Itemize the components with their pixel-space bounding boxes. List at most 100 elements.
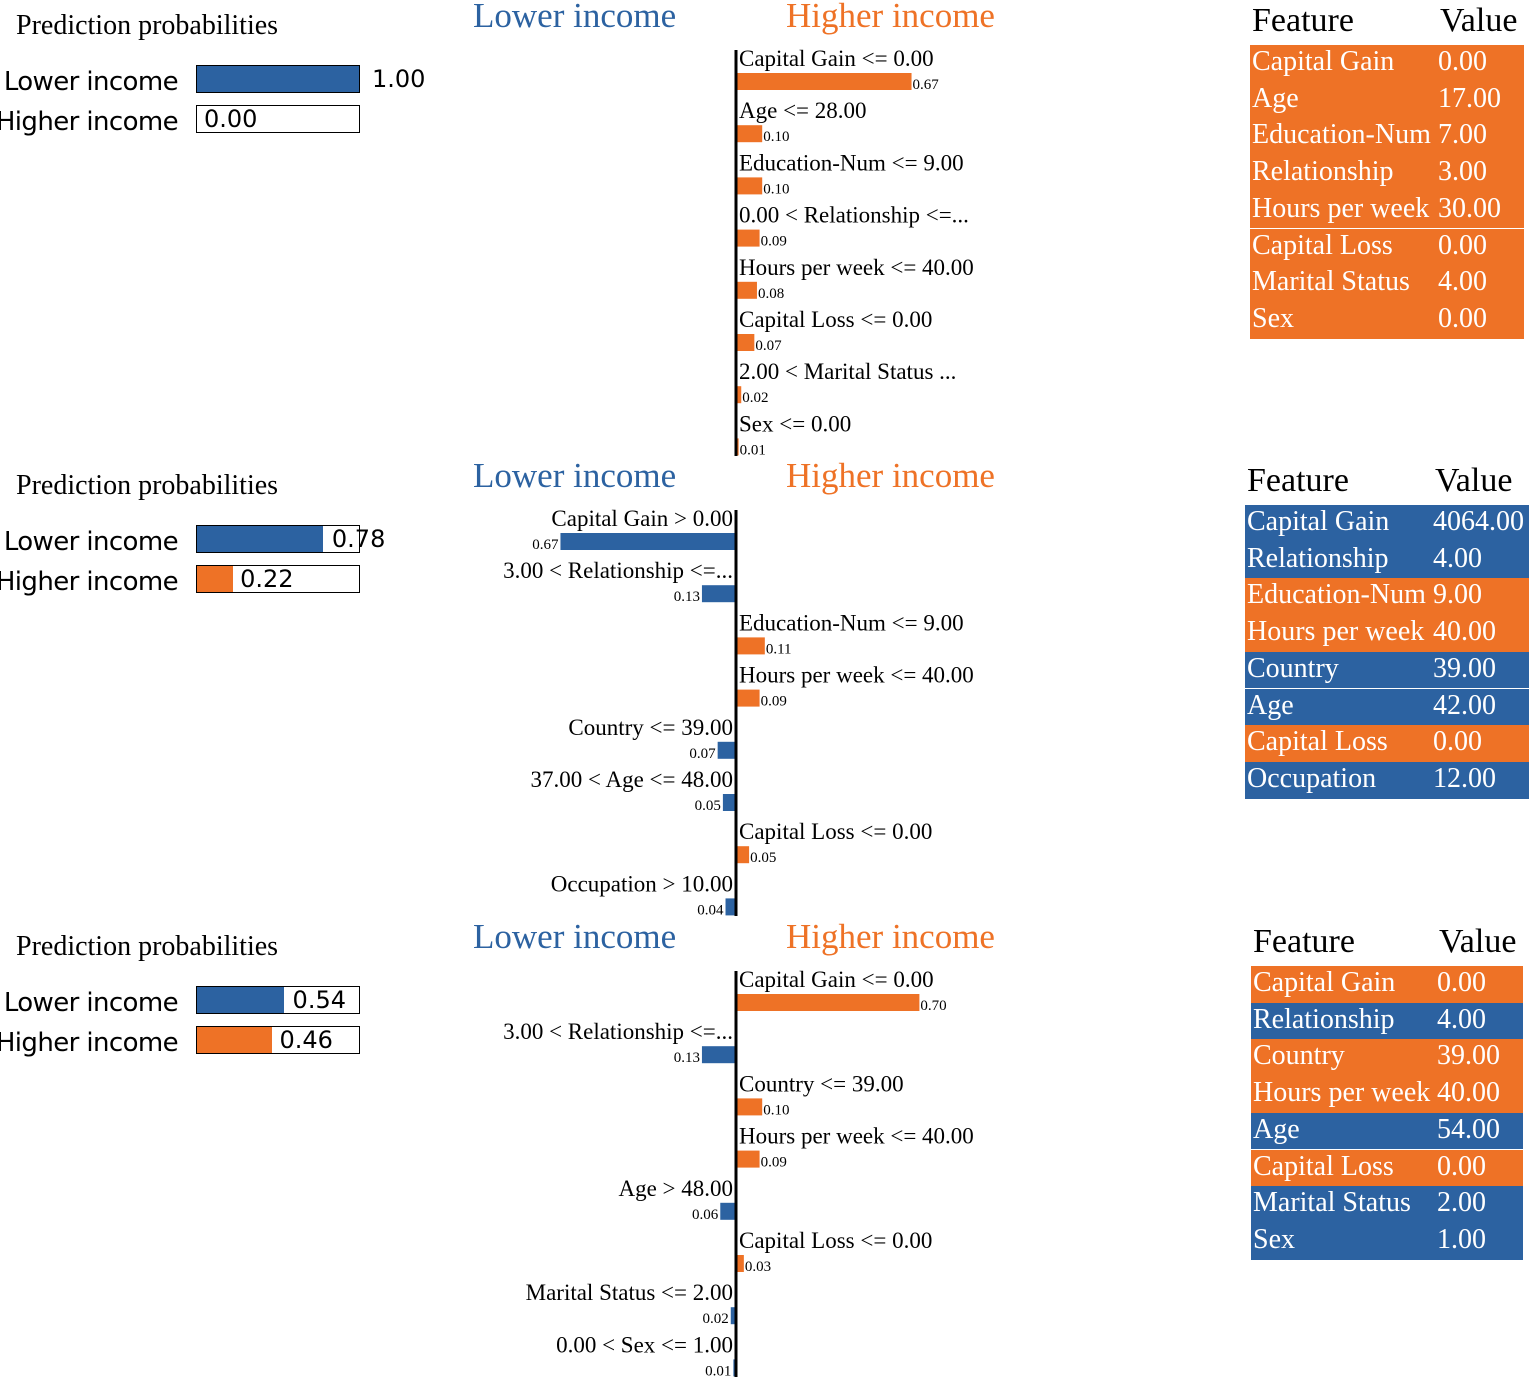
feature-weights-chart: Capital Gain <= 0.00 0.67 Age <= 28.00 0.10… — [734, 46, 974, 458]
feature-condition-label: Hours per week <= 40.00 — [739, 255, 974, 280]
table-value-cell: 40.00 — [1437, 1077, 1500, 1109]
feature-weight-value: 0.13 — [674, 1050, 700, 1066]
feature-weight-value: 0.01 — [740, 442, 766, 458]
probability-row: Higher income 0.22 — [0, 565, 1540, 597]
table-feature-cell: Relationship — [1252, 156, 1394, 188]
higher-income-header: Higher income — [786, 456, 995, 495]
probability-row: Higher income 0.46 — [0, 1026, 1540, 1058]
table-feature-cell: Capital Loss — [1253, 1150, 1394, 1182]
table-value-cell: 54.00 — [1437, 1113, 1500, 1145]
table-value-cell: 4.00 — [1438, 266, 1487, 298]
table-row: Capital Gain 0.00 — [1251, 966, 1523, 1003]
table-header-value: Value — [1435, 462, 1513, 499]
feature-weight-value: 0.02 — [703, 1311, 729, 1327]
feature-weight-bar — [736, 1255, 744, 1272]
feature-weight-value: 0.05 — [695, 798, 721, 814]
prediction-probabilities-title: Prediction probabilities — [16, 931, 279, 962]
feature-weight-bar — [736, 73, 912, 90]
table-value-cell: 4064.00 — [1433, 506, 1524, 537]
table-row: Education-Num 7.00 — [1250, 118, 1524, 156]
table-value-cell: 0.00 — [1438, 46, 1487, 77]
feature-weight-bar — [701, 1046, 736, 1064]
feature-weight-value: 0.10 — [763, 1102, 789, 1118]
feature-weight-bar — [736, 689, 760, 707]
explanation-panel: Prediction probabilities Lower income 1.00… — [0, 0, 1540, 460]
table-row: Capital Loss 0.00 — [1251, 1149, 1523, 1187]
table-value-cell: 7.00 — [1438, 119, 1487, 151]
probability-bar-fill — [197, 987, 285, 1013]
feature-weight-bar — [736, 637, 765, 655]
feature-weight-value: 0.05 — [750, 850, 776, 866]
table-value-cell: 9.00 — [1433, 579, 1482, 611]
probability-value: 0.46 — [279, 1026, 333, 1054]
probability-row: Higher income 0.00 — [0, 105, 1540, 137]
feature-condition-label: Education-Num <= 9.00 — [739, 610, 964, 635]
feature-condition-label: Capital Gain <= 0.00 — [739, 46, 934, 71]
probability-label: Lower income — [3, 527, 179, 557]
table-value-cell: 30.00 — [1438, 192, 1501, 224]
feature-condition-label: Sex <= 0.00 — [739, 411, 851, 436]
probability-bar-fill — [197, 526, 324, 552]
feature-weight-value: 0.06 — [692, 1207, 719, 1223]
feature-weight-value: 0.09 — [761, 1155, 787, 1171]
feature-condition-label: Capital Loss <= 0.00 — [739, 1228, 932, 1253]
feature-value-table: Feature Value Capital Gain 0.00 Age 17.00 Educ… — [1250, 2, 1524, 342]
table-row: Marital Status 2.00 — [1251, 1186, 1523, 1223]
probability-bar — [196, 565, 360, 593]
probability-value: 0.78 — [331, 525, 386, 553]
lower-income-header: Lower income — [473, 917, 677, 956]
table-feature-cell: Capital Gain — [1247, 506, 1390, 537]
table-feature-cell: Marital Status — [1253, 1187, 1411, 1219]
table-value-cell: 40.00 — [1433, 616, 1496, 648]
probability-label: Lower income — [3, 988, 179, 1018]
table-feature-cell: Capital Loss — [1247, 726, 1388, 758]
feature-condition-label: 2.00 < Marital Status ... — [739, 359, 956, 384]
probability-row: Lower income 1.00 — [0, 65, 1540, 97]
table-row: Age 54.00 — [1251, 1112, 1523, 1150]
table-feature-cell: Marital Status — [1252, 266, 1410, 298]
table-header-value: Value — [1440, 2, 1518, 39]
table-header-feature: Feature — [1247, 462, 1349, 499]
table-feature-cell: Capital Loss — [1252, 229, 1393, 261]
feature-condition-label: Age <= 28.00 — [739, 98, 867, 123]
table-row: Capital Gain 0.00 — [1250, 45, 1524, 82]
feature-weight-bar — [736, 229, 760, 247]
table-row: Capital Loss 0.00 — [1250, 228, 1524, 266]
table-feature-cell: Hours per week — [1253, 1077, 1431, 1109]
feature-weight-value: 0.10 — [763, 129, 789, 145]
feature-condition-label: Age > 48.00 — [618, 1176, 733, 1201]
probability-bar-fill — [197, 66, 359, 92]
feature-weight-value: 0.09 — [761, 694, 787, 710]
table-row: Relationship 3.00 — [1250, 155, 1524, 192]
table-feature-cell: Occupation — [1247, 762, 1377, 794]
lower-income-header: Lower income — [473, 0, 677, 35]
table-value-cell: 0.00 — [1437, 967, 1486, 998]
feature-condition-label: Country <= 39.00 — [568, 715, 733, 740]
probability-label: Lower income — [3, 67, 179, 97]
probability-bar — [196, 525, 360, 553]
table-value-cell: 39.00 — [1437, 1040, 1500, 1072]
feature-weight-bar — [736, 1150, 760, 1168]
table-feature-cell: Sex — [1252, 302, 1294, 334]
probability-label: Higher income — [0, 1028, 179, 1058]
table-value-cell: 0.00 — [1438, 229, 1487, 261]
probability-label: Higher income — [0, 567, 179, 597]
feature-weight-bar — [736, 334, 755, 351]
feature-weight-bar — [736, 386, 742, 404]
table-value-cell: 4.00 — [1437, 1003, 1486, 1035]
feature-weight-bar — [730, 1307, 736, 1325]
feature-weight-value: 0.13 — [674, 589, 700, 605]
feature-weight-bar — [736, 281, 757, 299]
higher-income-header: Higher income — [786, 917, 995, 956]
table-value-cell: 0.00 — [1437, 1150, 1486, 1182]
feature-condition-label: 0.00 < Sex <= 1.00 — [556, 1332, 733, 1357]
table-value-cell: 17.00 — [1438, 82, 1501, 114]
feature-weight-value: 0.09 — [761, 234, 787, 250]
feature-weight-value: 0.10 — [763, 181, 789, 197]
table-row: Relationship 4.00 — [1245, 541, 1529, 579]
feature-condition-label: Hours per week <= 40.00 — [739, 663, 974, 688]
feature-condition-label: Education-Num <= 9.00 — [739, 150, 964, 175]
feature-weight-value: 0.67 — [532, 537, 559, 553]
table-row: Education-Num 9.00 — [1245, 578, 1529, 616]
feature-weight-value: 0.67 — [913, 77, 940, 93]
